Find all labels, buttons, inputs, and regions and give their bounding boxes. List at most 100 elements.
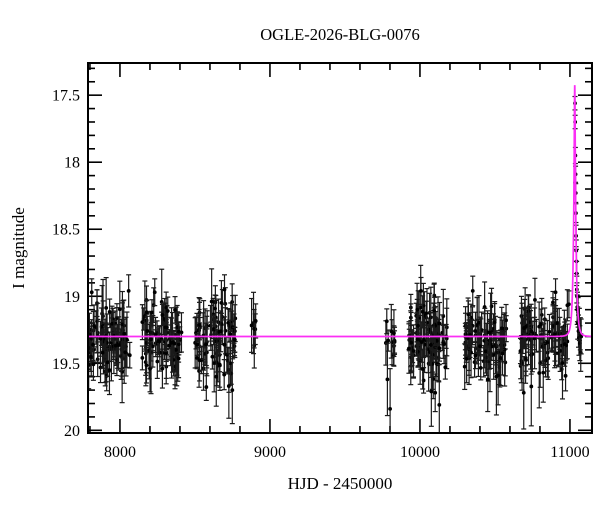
point-marker: [419, 288, 423, 293]
point-marker: [500, 351, 505, 356]
data-point: [97, 320, 103, 357]
data-point: [165, 296, 171, 326]
point-marker: [253, 319, 258, 323]
point-marker: [98, 336, 103, 341]
x-axis-label: HJD - 2450000: [288, 474, 393, 493]
data-point: [428, 355, 434, 427]
point-marker: [204, 342, 209, 347]
data-point: [387, 368, 393, 433]
point-marker: [152, 290, 157, 295]
point-marker: [541, 370, 546, 375]
y-tick-label: 19: [64, 289, 80, 306]
point-marker: [116, 343, 121, 348]
data-point: [221, 359, 227, 391]
point-marker: [89, 290, 94, 295]
point-marker: [150, 344, 155, 349]
point-marker: [551, 300, 555, 305]
point-marker: [160, 366, 165, 371]
point-marker: [195, 342, 200, 347]
point-marker: [173, 307, 177, 312]
point-marker: [496, 373, 500, 378]
y-tick-label: 19.5: [52, 356, 80, 373]
x-tick-label: 10000: [400, 444, 440, 461]
data-point: [500, 331, 506, 376]
point-marker: [411, 349, 416, 353]
point-marker: [160, 313, 165, 317]
data-point: [578, 318, 584, 355]
data-point: [148, 324, 154, 355]
data-point: [414, 298, 420, 321]
data-point: [521, 355, 527, 430]
point-marker: [420, 367, 425, 371]
point-marker: [140, 320, 145, 325]
data-point: [116, 334, 122, 356]
point-marker: [195, 356, 199, 360]
data-point: [106, 345, 112, 396]
data-point: [550, 290, 556, 314]
data-point: [499, 306, 505, 351]
point-marker: [91, 362, 96, 367]
point-marker: [434, 338, 439, 343]
point-marker: [126, 288, 131, 293]
point-marker: [499, 326, 504, 331]
y-tick-label: 18: [64, 155, 80, 172]
point-marker: [478, 365, 483, 370]
point-marker: [117, 307, 122, 312]
point-marker: [473, 353, 478, 358]
point-marker: [560, 361, 565, 365]
point-marker: [498, 356, 503, 360]
point-marker: [492, 320, 497, 325]
data-point: [566, 290, 572, 319]
point-marker: [226, 384, 231, 388]
point-marker: [169, 340, 174, 345]
data-point: [472, 346, 478, 378]
point-marker: [522, 326, 526, 330]
data-point: [420, 295, 426, 329]
point-marker: [432, 308, 436, 313]
point-marker: [122, 331, 127, 336]
data-point: [420, 348, 426, 390]
data-point: [229, 355, 235, 425]
point-marker: [222, 287, 227, 292]
data-point: [540, 342, 546, 403]
point-marker: [386, 338, 391, 343]
point-marker: [176, 342, 181, 347]
point-marker: [487, 330, 492, 335]
y-tick-label: 17.5: [52, 88, 80, 105]
point-marker: [485, 377, 490, 382]
data-point: [144, 315, 150, 347]
point-marker: [537, 371, 542, 375]
point-marker: [88, 354, 93, 359]
point-marker: [424, 311, 429, 316]
data-point: [89, 278, 95, 307]
data-point: [472, 319, 478, 343]
point-marker: [144, 310, 149, 315]
model-curve: [88, 85, 592, 338]
data-point: [502, 312, 508, 387]
point-marker: [140, 356, 145, 360]
point-marker: [384, 319, 389, 324]
point-marker: [91, 342, 95, 347]
point-marker: [521, 390, 526, 395]
point-marker: [443, 365, 448, 370]
data-point: [419, 321, 425, 363]
data-point: [232, 326, 238, 353]
data-point: [441, 323, 447, 365]
point-marker: [123, 350, 128, 355]
data-point: [203, 373, 209, 402]
data-point: [197, 339, 203, 382]
point-marker: [523, 356, 528, 361]
point-marker: [164, 305, 169, 310]
data-point: [536, 337, 542, 409]
data-point: [169, 307, 175, 379]
data-point: [121, 318, 127, 350]
point-marker: [226, 320, 231, 325]
point-marker: [555, 321, 560, 325]
point-marker: [249, 323, 254, 328]
point-marker: [437, 402, 442, 407]
point-marker: [388, 406, 392, 411]
y-ticks-layer: 17.5 18 18.5 19 19.5 20: [52, 67, 592, 440]
point-marker: [174, 347, 178, 352]
data-point: [139, 304, 145, 341]
y-axis-label: I magnitude: [9, 207, 28, 289]
